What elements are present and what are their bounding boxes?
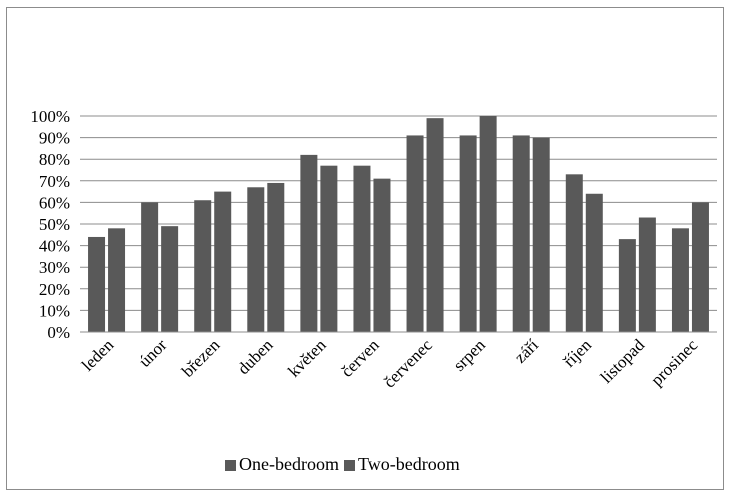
bar-two-bedroom — [108, 228, 126, 332]
legend-label: One-bedroom — [239, 454, 339, 474]
x-tick-label: červenec — [380, 335, 436, 391]
x-tick-label: listopad — [597, 335, 649, 387]
bar-one-bedroom — [565, 174, 583, 332]
bar-one-bedroom — [459, 135, 477, 332]
y-tick-label: 40% — [39, 237, 70, 256]
legend-label: Two-bedroom — [358, 454, 460, 474]
bar-two-bedroom — [267, 182, 285, 332]
y-tick-label: 90% — [39, 129, 70, 148]
bar-one-bedroom — [300, 154, 318, 332]
y-tick-label: 0% — [47, 323, 70, 342]
x-tick-label: leden — [78, 335, 118, 375]
legend-swatch — [225, 460, 236, 471]
bar-two-bedroom — [320, 165, 338, 332]
x-axis-labels: leden únor březen duben květen červenčervenec… — [78, 335, 702, 391]
y-tick-label: 100% — [30, 107, 70, 126]
x-tick-label: září — [511, 335, 543, 367]
bar-one-bedroom — [88, 236, 106, 332]
y-tick-label: 80% — [39, 150, 70, 169]
legend: One-bedroom Two-bedroom — [225, 454, 460, 474]
bar-two-bedroom — [638, 217, 656, 332]
bar-one-bedroom — [406, 135, 424, 332]
bar-one-bedroom — [194, 200, 212, 332]
y-tick-label: 30% — [39, 258, 70, 277]
y-tick-label: 60% — [39, 193, 70, 212]
bar-two-bedroom — [691, 202, 709, 332]
y-tick-label: 20% — [39, 280, 70, 299]
bar-one-bedroom — [353, 165, 371, 332]
legend-swatch — [344, 460, 355, 471]
bar-two-bedroom — [161, 226, 179, 332]
x-tick-label: srpen — [449, 335, 489, 375]
bar-one-bedroom — [671, 228, 689, 332]
y-tick-label: 70% — [39, 172, 70, 191]
y-tick-label: 10% — [39, 301, 70, 320]
gridlines — [80, 115, 717, 311]
y-tick-label: 50% — [39, 215, 70, 234]
bar-two-bedroom — [532, 137, 550, 332]
bar-one-bedroom — [247, 187, 265, 332]
bar-one-bedroom — [512, 135, 530, 332]
x-tick-label: prosinec — [647, 335, 701, 389]
x-tick-label: říjen — [560, 335, 596, 371]
x-tick-label: duben — [234, 335, 277, 378]
x-tick-label: červen — [337, 335, 383, 381]
y-axis-ticks: 0% 10% 20% 30% 40% 50% 60% 70% 80% 90% 100% — [30, 107, 70, 342]
bar-two-bedroom — [585, 193, 603, 332]
x-tick-label: březen — [178, 335, 224, 381]
x-tick-label: únor — [135, 335, 171, 371]
bar-two-bedroom — [373, 178, 391, 332]
bars — [88, 116, 709, 332]
bar-one-bedroom — [618, 239, 636, 332]
bar-two-bedroom — [214, 191, 232, 332]
x-tick-label: květen — [284, 335, 330, 381]
bar-two-bedroom — [426, 118, 444, 332]
bar-one-bedroom — [141, 202, 159, 332]
bar-two-bedroom — [479, 116, 497, 332]
